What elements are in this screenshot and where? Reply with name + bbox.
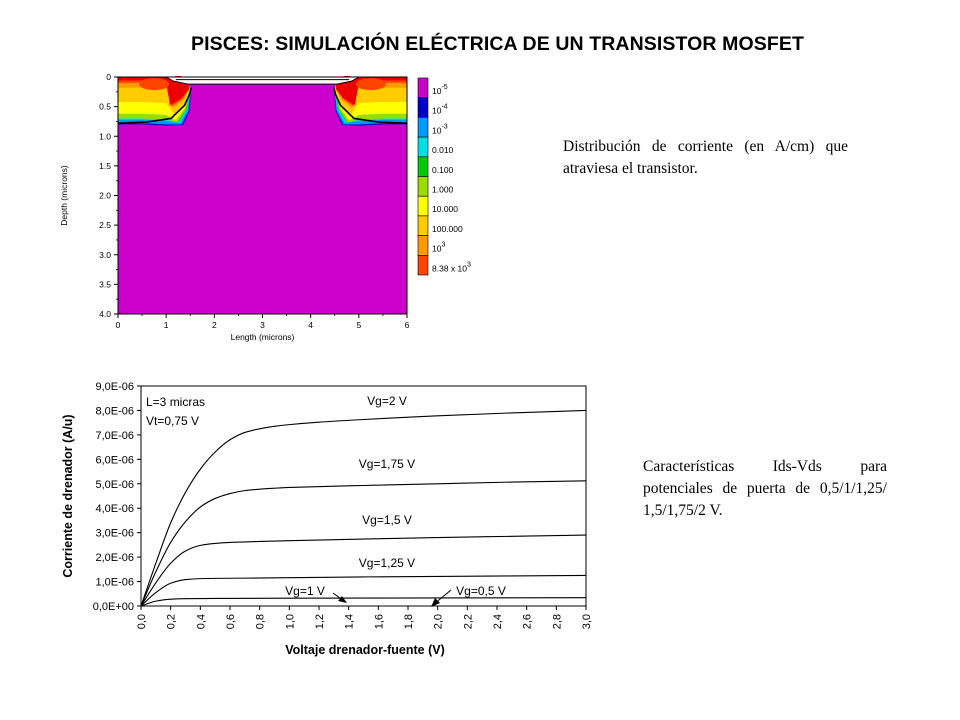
label-vg-0-5: Vg=0,5 V <box>456 584 506 598</box>
x-tick-label: 3 <box>260 320 265 330</box>
drain-junction-line <box>333 87 408 125</box>
iv-x-tick-label: 1,6 <box>373 614 385 629</box>
label-vg-2: Vg=2 V <box>367 394 407 408</box>
y-tick-label: 2.0 <box>99 191 111 201</box>
x-tick-label: 4 <box>308 320 313 330</box>
colorbar-label-exponent: -5 <box>441 84 447 91</box>
label-vg-1-25: Vg=1,25 V <box>359 556 415 570</box>
note-ids-vds: Características Ids-Vds para potenciales… <box>643 458 887 519</box>
x-tick-label: 5 <box>356 320 361 330</box>
y-tick-label: 4.0 <box>99 309 111 319</box>
iv-x-tick-label: 3,0 <box>581 614 593 629</box>
iv-x-tick-label: 2,4 <box>492 614 504 629</box>
colorbar-label: 0.100 <box>432 165 454 175</box>
iv-x-tick-label: 1,2 <box>314 614 326 629</box>
iv-x-tick-label: 1,0 <box>284 614 296 629</box>
colorbar-label-exponent: -4 <box>441 104 447 111</box>
y-tick-label: 3.5 <box>99 279 111 289</box>
x-tick-label: 2 <box>212 320 217 330</box>
label-vg-1-5: Vg=1,5 V <box>362 513 412 527</box>
heatmap-colorbar: 10-510-410-30.0100.1001.00010.000100.000… <box>417 77 471 276</box>
iv-y-tick-label: 7,0E-06 <box>95 430 134 442</box>
y-tick-label: 0.5 <box>99 102 111 112</box>
iv-y-tick-label: 3,0E-06 <box>95 528 134 540</box>
iv-plot: 0,0E+00 1,0E-06 2,0E-06 3,0E-06 4,0E-06 5,0E-… <box>61 381 593 657</box>
y-tick-label: 3.0 <box>99 250 111 260</box>
label-vg-1: Vg=1 V <box>285 584 325 598</box>
iv-x-tick-label: 0,0 <box>136 614 148 629</box>
iv-y-tick-label: 2,0E-06 <box>95 552 134 564</box>
iv-y-axis-label: Corriente de drenador (A/u) <box>61 414 75 577</box>
iv-x-tick-label: 0,4 <box>195 614 207 629</box>
iv-x-tick-label: 1,4 <box>344 614 356 629</box>
iv-y-tick-label: 9,0E-06 <box>95 381 134 393</box>
iv-y-tick-label: 0,0E+00 <box>93 601 134 613</box>
iv-param-length: L=3 micras <box>146 395 205 409</box>
iv-x-axis-label: Voltaje drenador-fuente (V) <box>285 643 445 657</box>
colorbar-label-exponent: -3 <box>441 123 447 130</box>
colorbar-label-exponent: 3 <box>441 242 445 249</box>
iv-x-tick-label: 1,8 <box>403 614 415 629</box>
curve-vg-1-75 <box>140 480 587 607</box>
colorbar-label: 0.010 <box>432 145 454 155</box>
source-junction-line <box>117 87 192 125</box>
iv-x-tick-label: 2,0 <box>433 614 445 629</box>
colorbar-label: 1.000 <box>432 185 454 195</box>
y-axis-label: Depth (microns) <box>59 165 69 226</box>
curve-vg-1-25 <box>140 574 587 607</box>
colorbar-label: 8.38 x 103 <box>432 261 471 273</box>
iv-x-tick-label: 0,2 <box>166 614 178 629</box>
x-tick-label: 0 <box>116 320 121 330</box>
curve-vg-1-5 <box>140 534 587 607</box>
iv-y-tick-label: 8,0E-06 <box>95 405 134 417</box>
y-tick-label: 2.5 <box>99 220 111 230</box>
arrow-vg-0-5-head <box>431 598 440 607</box>
drain-warm-area <box>355 78 386 91</box>
y-tick-label: 0 <box>106 72 111 82</box>
x-axis-label: Length (microns) <box>231 332 295 342</box>
colorbar-label-exponent: 3 <box>467 261 471 268</box>
curve-vg-2 <box>140 409 587 607</box>
curve-vg-1 <box>140 597 587 607</box>
colorbar-label: 100.000 <box>432 224 463 234</box>
arrow-vg-1-head <box>338 596 347 603</box>
page-title: PISCES: SIMULACIÓN ELÉCTRICA DE UN TRANS… <box>191 33 804 55</box>
note-current-distribution: Distribución de corriente (en A/cm) que … <box>563 138 848 177</box>
y-tick-label: 1.5 <box>99 161 111 171</box>
heatmap-plot: 0 0.5 1.0 1.5 2.0 2.5 3.0 3.5 4.0 0 1 2 3 4 5 6 Length (… <box>59 72 410 342</box>
iv-y-tick-label: 5,0E-06 <box>95 479 134 491</box>
iv-x-tick-label: 2,8 <box>551 614 563 629</box>
iv-param-threshold: Vt=0,75 V <box>146 414 199 428</box>
y-tick-label: 1.0 <box>99 131 111 141</box>
iv-y-tick-label: 1,0E-06 <box>95 577 134 589</box>
x-tick-label: 1 <box>164 320 169 330</box>
iv-x-tick-label: 2,2 <box>462 614 474 629</box>
label-vg-1-75: Vg=1,75 V <box>359 457 415 471</box>
source-warm-area <box>139 78 170 91</box>
iv-x-tick-label: 2,6 <box>522 614 534 629</box>
x-tick-label: 6 <box>405 320 410 330</box>
iv-plot-frame <box>140 385 587 607</box>
iv-x-tick-label: 0,6 <box>225 614 237 629</box>
iv-x-tick-label: 0,8 <box>255 614 267 629</box>
colorbar-swatch <box>417 255 429 276</box>
iv-y-tick-label: 6,0E-06 <box>95 454 134 466</box>
iv-y-tick-label: 4,0E-06 <box>95 503 134 515</box>
colorbar-label: 10.000 <box>432 204 458 214</box>
